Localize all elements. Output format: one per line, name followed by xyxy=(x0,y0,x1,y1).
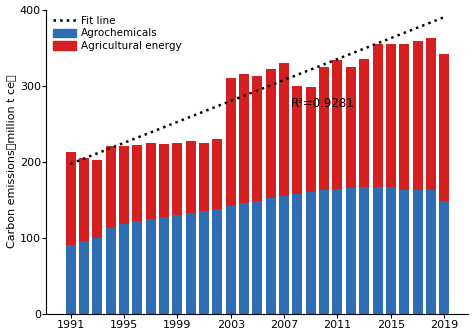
Y-axis label: Carbon emissions（million t ce）: Carbon emissions（million t ce） xyxy=(6,75,16,248)
Bar xyxy=(346,67,356,188)
Bar xyxy=(226,78,236,206)
Bar xyxy=(426,191,436,313)
Bar xyxy=(146,142,155,218)
Bar xyxy=(173,215,182,313)
Bar xyxy=(212,209,222,313)
Bar xyxy=(65,153,75,245)
Bar xyxy=(266,198,276,313)
Bar xyxy=(212,139,222,209)
Bar xyxy=(92,160,102,238)
Bar xyxy=(412,190,422,313)
Bar xyxy=(373,44,383,186)
Bar xyxy=(253,201,263,313)
Bar xyxy=(319,191,329,313)
Bar xyxy=(65,245,75,313)
Bar xyxy=(239,203,249,313)
Legend: Fit line, Agrochemicals, Agricultural energy: Fit line, Agrochemicals, Agricultural en… xyxy=(49,13,184,54)
Bar xyxy=(132,221,142,313)
Bar xyxy=(373,186,383,313)
Bar xyxy=(426,38,436,191)
Bar xyxy=(386,44,396,186)
Bar xyxy=(173,142,182,215)
Bar xyxy=(412,41,422,190)
Bar xyxy=(279,63,289,196)
Bar xyxy=(359,186,369,313)
Bar xyxy=(226,206,236,313)
Bar xyxy=(146,218,155,313)
Bar xyxy=(119,146,129,224)
Bar xyxy=(399,191,409,313)
Text: R²=0.9281: R²=0.9281 xyxy=(291,97,355,110)
Bar xyxy=(292,194,302,313)
Bar xyxy=(253,76,263,201)
Bar xyxy=(439,201,449,313)
Bar xyxy=(199,142,209,211)
Bar xyxy=(159,217,169,313)
Bar xyxy=(292,86,302,194)
Bar xyxy=(332,189,343,313)
Bar xyxy=(332,60,343,189)
Bar xyxy=(186,213,196,313)
Bar xyxy=(306,192,316,313)
Bar xyxy=(346,188,356,313)
Bar xyxy=(386,186,396,313)
Bar xyxy=(359,59,369,186)
Bar xyxy=(79,159,89,241)
Bar xyxy=(306,87,316,192)
Bar xyxy=(279,196,289,313)
Bar xyxy=(266,69,276,198)
Bar xyxy=(439,54,449,201)
Bar xyxy=(399,44,409,191)
Bar xyxy=(132,145,142,221)
Bar xyxy=(239,74,249,203)
Bar xyxy=(119,224,129,313)
Bar xyxy=(79,241,89,313)
Bar xyxy=(92,238,102,313)
Bar xyxy=(106,228,116,313)
Bar xyxy=(159,144,169,217)
Bar xyxy=(319,67,329,191)
Bar xyxy=(106,146,116,228)
Bar xyxy=(199,211,209,313)
Bar xyxy=(186,141,196,213)
